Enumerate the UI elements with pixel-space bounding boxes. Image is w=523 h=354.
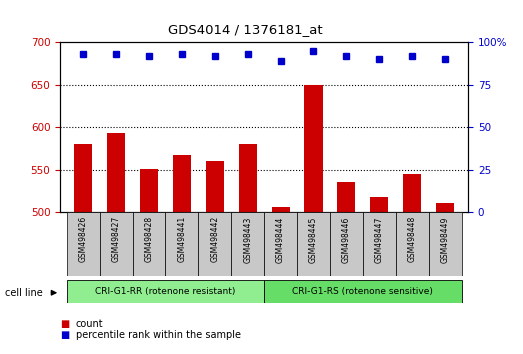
Bar <box>264 212 297 276</box>
Text: ■: ■ <box>60 330 70 339</box>
Bar <box>173 155 191 212</box>
Bar <box>238 144 257 212</box>
Bar <box>297 212 330 276</box>
Bar <box>107 133 125 212</box>
Text: count: count <box>76 319 104 329</box>
Bar <box>337 182 356 212</box>
Text: GSM498443: GSM498443 <box>243 216 252 263</box>
Bar <box>370 197 388 212</box>
Bar <box>67 280 264 303</box>
Text: GSM498428: GSM498428 <box>144 216 153 262</box>
Text: cell line: cell line <box>5 288 43 298</box>
Text: GSM498449: GSM498449 <box>440 216 450 263</box>
Text: GSM498445: GSM498445 <box>309 216 318 263</box>
Bar <box>271 207 290 212</box>
Text: GSM498446: GSM498446 <box>342 216 351 263</box>
Text: CRI-G1-RR (rotenone resistant): CRI-G1-RR (rotenone resistant) <box>95 287 235 296</box>
Text: GSM498448: GSM498448 <box>407 216 417 262</box>
Bar <box>231 212 264 276</box>
Bar <box>429 212 461 276</box>
Bar <box>99 212 132 276</box>
Bar <box>264 280 461 303</box>
Bar <box>363 212 396 276</box>
Text: GSM498444: GSM498444 <box>276 216 285 263</box>
Bar <box>436 203 454 212</box>
Bar <box>74 144 92 212</box>
Bar <box>304 85 323 212</box>
Bar <box>165 212 198 276</box>
Text: GSM498426: GSM498426 <box>78 216 88 262</box>
Text: GSM498441: GSM498441 <box>177 216 186 262</box>
Bar <box>396 212 429 276</box>
Text: percentile rank within the sample: percentile rank within the sample <box>76 330 241 339</box>
Text: ■: ■ <box>60 319 70 329</box>
Bar <box>132 212 165 276</box>
Bar <box>206 161 224 212</box>
Text: GDS4014 / 1376181_at: GDS4014 / 1376181_at <box>168 23 323 36</box>
Text: GSM498447: GSM498447 <box>375 216 384 263</box>
Bar <box>198 212 231 276</box>
Text: GSM498442: GSM498442 <box>210 216 219 262</box>
Text: CRI-G1-RS (rotenone sensitive): CRI-G1-RS (rotenone sensitive) <box>292 287 433 296</box>
Bar <box>140 169 158 212</box>
Bar <box>67 212 99 276</box>
Text: GSM498427: GSM498427 <box>111 216 121 262</box>
Bar <box>403 174 421 212</box>
Bar <box>330 212 363 276</box>
